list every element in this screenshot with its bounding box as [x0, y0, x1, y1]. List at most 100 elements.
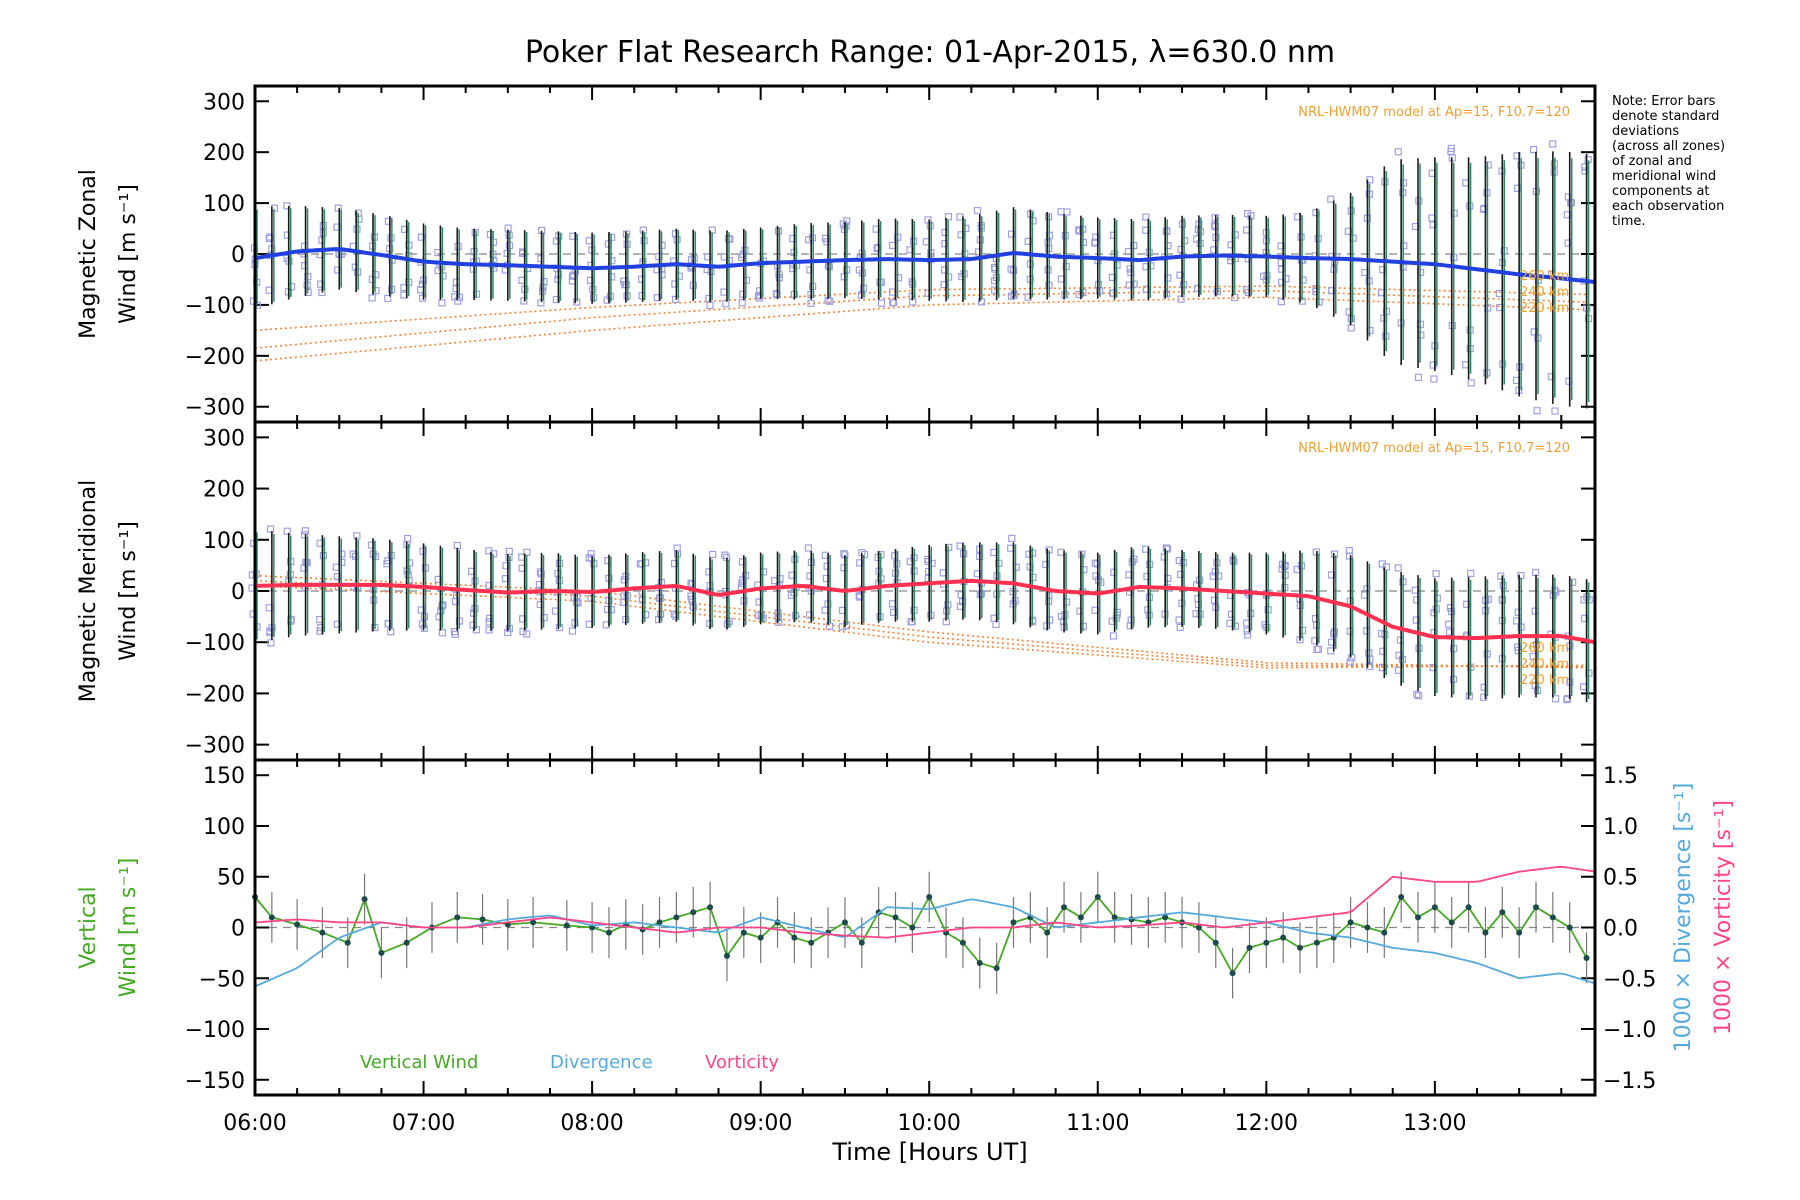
- vertical-wind-point: [1061, 904, 1068, 911]
- meridional-scatter-point: [572, 598, 581, 606]
- zonal-scatter-point: [653, 293, 661, 302]
- note-line: meridional wind: [1612, 169, 1716, 184]
- zonal-scatter-point: [941, 228, 949, 237]
- zonal-scatter-point: [552, 295, 560, 304]
- meridional-scatter-point: [404, 534, 412, 543]
- vertical-wind-point: [268, 914, 275, 921]
- zonal-scatter-point: [741, 246, 749, 254]
- panel-vertical: 150 100 50 0 −50 −100 −150 Vertical Wind [m s⁻¹]…: [76, 758, 1736, 1097]
- vertical-wind-point: [1195, 924, 1202, 931]
- vertical-wind-point: [909, 924, 916, 931]
- zonal-scatter-point: [924, 216, 932, 224]
- meridional-ytick-label: 200: [203, 478, 245, 503]
- x-tick-label: 08:00: [560, 1111, 623, 1136]
- zonal-scatter-point: [926, 222, 934, 230]
- meridional-scatter-point: [1348, 654, 1356, 662]
- vertical-wind-point: [808, 939, 815, 946]
- zonal-scatter-point: [1297, 233, 1305, 241]
- vertical-wind-point: [1448, 919, 1455, 926]
- note-line: (across all zones): [1612, 139, 1725, 154]
- meridional-scatter-point: [301, 527, 309, 535]
- y2-tick-label: −1.5: [1603, 1069, 1656, 1094]
- meridional-scatter-point: [888, 600, 897, 608]
- note-line: each observation: [1612, 199, 1724, 214]
- meridional-scatter-point: [791, 611, 800, 620]
- meridional-scatter-point: [1415, 644, 1423, 652]
- meridional-scatter-point: [418, 620, 426, 628]
- note-line: components at: [1612, 184, 1710, 199]
- meridional-scatter-point: [907, 618, 915, 626]
- zonal-scatter-point: [552, 237, 561, 245]
- zonal-scatter-point: [353, 225, 361, 233]
- x-tick-label: 11:00: [1066, 1111, 1129, 1136]
- zonal-scatter-point: [671, 230, 680, 238]
- meridional-scatter-point: [434, 575, 442, 584]
- vertical-wind-point: [1583, 954, 1590, 961]
- zonal-scatter-point: [960, 270, 968, 278]
- zonal-scatter-point: [1495, 289, 1503, 298]
- meridional-scatter-point: [1230, 557, 1238, 565]
- meridional-scatter-point: [1145, 593, 1154, 601]
- meridional-scatter-point: [992, 620, 1000, 629]
- x-tick-label: 07:00: [392, 1111, 455, 1136]
- zonal-scatter-point: [690, 254, 698, 263]
- meridional-scatter-point: [319, 551, 328, 560]
- zonal-scatter-point: [1513, 152, 1521, 160]
- meridional-scatter-point: [555, 576, 564, 585]
- meridional-scatter-point: [721, 551, 729, 559]
- meridional-scatter-point: [1569, 578, 1577, 586]
- meridional-scatter-point: [671, 559, 679, 568]
- zonal-scatter-point: [807, 299, 815, 307]
- y2-tick-label: −1.0: [1603, 1018, 1656, 1043]
- meridional-scatter-point: [1210, 596, 1219, 604]
- meridional-scatter-point: [1080, 565, 1088, 574]
- zonal-scatter-point: [438, 299, 446, 307]
- zonal-scatter-point: [1075, 226, 1083, 234]
- vertical-wind-point: [757, 934, 764, 941]
- meridional-scatter-point: [420, 613, 429, 621]
- vertical-wind-point: [294, 921, 301, 928]
- meridional-scatter-point: [1213, 559, 1221, 567]
- meridional-scatter-point: [266, 627, 274, 635]
- zonal-scatter-point: [1394, 148, 1402, 156]
- zonal-scatter-point: [452, 285, 460, 293]
- meridional-scatter-point: [1175, 616, 1183, 624]
- meridional-scatter-point: [370, 596, 378, 604]
- zonal-scatter-point: [889, 299, 897, 307]
- zonal-scatter-point: [300, 242, 309, 250]
- meridional-scatter-point: [656, 610, 665, 618]
- meridional-scatter-point: [924, 574, 932, 582]
- zonal-scatter-point: [962, 224, 970, 232]
- y2-tick-label: 1.0: [1603, 815, 1638, 840]
- meridional-scatter-point: [438, 629, 446, 637]
- meridional-scatter-point: [1057, 548, 1065, 556]
- meridional-scatter-point: [505, 553, 513, 562]
- vertical-wind-point: [344, 939, 351, 946]
- meridional-scatter-point: [1327, 647, 1335, 655]
- zonal-scatter-point: [877, 299, 886, 307]
- meridional-scatter-point: [1429, 664, 1437, 672]
- meridional-scatter-point: [333, 573, 342, 581]
- meridional-scatter-point: [620, 598, 628, 607]
- x-tick-label: 13:00: [1403, 1111, 1466, 1136]
- meridional-wind-line: [254, 578, 1596, 645]
- meridional-ytick-label: −200: [185, 682, 245, 707]
- meridional-scatter-point: [1531, 568, 1540, 577]
- zonal-scatter-point: [739, 290, 747, 298]
- note-line: of zonal and: [1612, 154, 1692, 169]
- zonal-scatter-point: [1142, 213, 1150, 221]
- zonal-scatter-point: [1231, 293, 1239, 302]
- meridional-scatter-point: [471, 604, 479, 613]
- y2-tick-label: 0.0: [1603, 917, 1638, 942]
- vertical-wind-point: [1465, 904, 1472, 911]
- vertical-wind-point: [1010, 919, 1017, 926]
- vertical-wind-point: [1044, 929, 1051, 936]
- zonal-scatter-point: [888, 241, 897, 250]
- zonal-scatter-point: [1063, 208, 1071, 216]
- zonal-scatter-point: [707, 267, 715, 276]
- zonal-scatter-point: [774, 227, 783, 235]
- meridional-scatter-point: [1313, 645, 1321, 654]
- zonal-scatter-point: [722, 300, 730, 308]
- zonal-scatter-point: [1024, 237, 1032, 245]
- meridional-scatter-point: [266, 525, 275, 533]
